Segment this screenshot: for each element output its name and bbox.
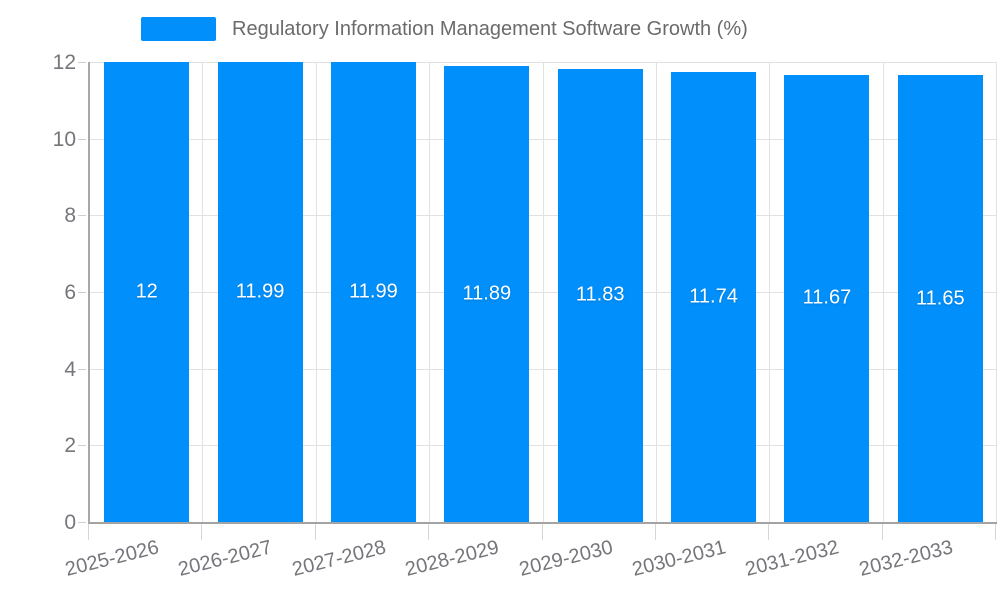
bar-value-label: 11.74 <box>689 285 738 308</box>
gridline-horizontal <box>90 215 997 217</box>
gridline-vertical <box>429 62 431 522</box>
legend-item[interactable]: Regulatory Information Management Softwa… <box>141 17 748 41</box>
x-axis-category-label: 2025-2026 <box>63 536 162 581</box>
x-axis-category-label: 2028-2029 <box>403 536 502 581</box>
bar-value-label: 11.99 <box>235 280 285 303</box>
gridline-vertical <box>202 62 204 522</box>
x-axis-category-label: 2030-2031 <box>629 536 729 581</box>
gridline-horizontal <box>90 445 997 447</box>
x-axis-tick <box>88 524 89 540</box>
gridline-vertical <box>996 62 997 522</box>
gridline-horizontal <box>90 292 997 293</box>
x-axis-tick <box>768 524 770 540</box>
x-axis-tick <box>201 524 203 540</box>
gridline-vertical <box>542 62 544 522</box>
chart-title: Regulatory Information Management Softwa… <box>232 17 748 40</box>
gridline-vertical <box>655 62 657 522</box>
bar[interactable]: 11.67 <box>784 74 870 522</box>
bar[interactable]: 11.89 <box>444 66 530 522</box>
x-axis-category-label: 2032-2033 <box>856 536 955 581</box>
y-axis-tick-label: 12 <box>52 51 76 74</box>
y-axis-tick <box>78 292 86 293</box>
y-axis-tick <box>78 522 86 523</box>
bar[interactable]: 12 <box>104 62 190 522</box>
y-axis-tick <box>78 62 86 63</box>
bar[interactable]: 11.65 <box>897 75 983 522</box>
gridline-horizontal <box>90 368 997 370</box>
plot-area: 12 11.99 11.99 11.89 11.83 11.74 11.67 11.65 <box>88 62 997 524</box>
bar-value-label: 11.89 <box>462 282 512 305</box>
gridline-horizontal <box>90 138 997 140</box>
gridline-vertical <box>769 62 771 522</box>
gridline-vertical <box>882 62 884 522</box>
y-axis-tick <box>78 215 86 217</box>
gridline-vertical <box>315 62 317 522</box>
x-axis-category-label: 2031-2032 <box>743 536 842 581</box>
gridline-horizontal <box>90 62 997 63</box>
bar[interactable]: 11.74 <box>671 71 757 522</box>
bar[interactable]: 11.83 <box>557 68 643 522</box>
y-axis-tick-label: 8 <box>64 204 76 228</box>
x-axis-tick <box>428 524 430 540</box>
bar-value-label: 11.67 <box>802 286 852 309</box>
y-axis-tick-label: 2 <box>64 434 76 458</box>
x-axis-category-label: 2027-2028 <box>289 536 388 581</box>
bar-value-label: 11.83 <box>575 283 625 306</box>
x-axis-tick <box>541 524 543 540</box>
bar-value-label: 12 <box>135 280 158 303</box>
bar[interactable]: 11.99 <box>217 62 303 522</box>
y-axis-tick-label: 10 <box>52 127 76 151</box>
bar[interactable]: 11.99 <box>330 62 416 522</box>
x-axis-tick <box>995 524 996 540</box>
bar-value-label: 11.65 <box>916 287 965 310</box>
y-axis-tick <box>78 138 86 140</box>
y-axis-tick-label: 4 <box>64 357 76 381</box>
x-axis-tick <box>654 524 656 540</box>
y-axis-tick <box>78 368 86 370</box>
x-axis-tick <box>881 524 883 540</box>
bar-value-label: 11.99 <box>349 280 398 303</box>
x-axis-category-label: 2029-2030 <box>516 536 615 581</box>
legend-swatch-icon <box>141 17 216 41</box>
y-axis-tick-label: 0 <box>64 511 76 534</box>
x-axis-category-label: 2026-2027 <box>176 536 275 581</box>
y-axis-tick <box>78 445 86 447</box>
x-axis-tick <box>314 524 316 540</box>
y-axis-tick-label: 6 <box>64 281 76 304</box>
